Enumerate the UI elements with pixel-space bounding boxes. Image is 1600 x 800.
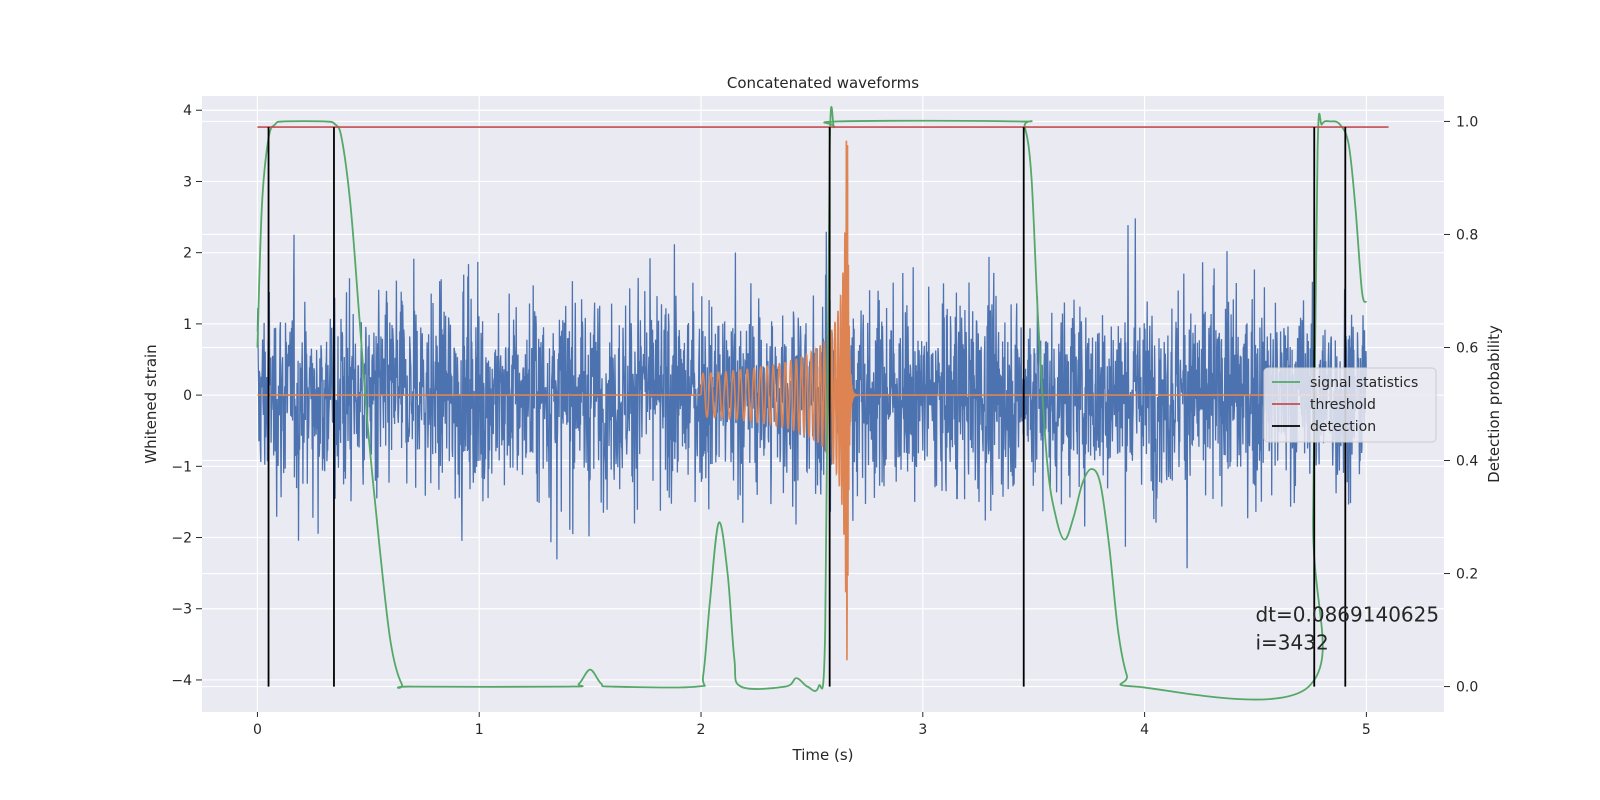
series-layer (256, 106, 1389, 701)
y-left-tick-label: −4 (171, 673, 192, 689)
ticks: 0 1 2 3 4 5 −4 −3 −2 −1 0 1 2 3 4 0.0 0.2 0.4 0.6 0.8 1.0 (171, 103, 1478, 738)
x-tick-label: 0 (253, 722, 262, 738)
x-axis-label: Time (s) (792, 746, 854, 764)
legend: signal statistics threshold detection (1263, 367, 1437, 443)
y-right-tick-label: 0.0 (1456, 680, 1478, 696)
x-tick-label: 3 (918, 722, 927, 738)
annotation-text: i=3432 (1255, 630, 1328, 654)
legend-label: signal statistics (1310, 375, 1418, 391)
y-left-tick-label: 0 (183, 388, 192, 404)
y-left-tick-label: 4 (183, 103, 192, 119)
y-right-tick-label: 0.6 (1456, 340, 1478, 356)
y-left-tick-label: −2 (171, 531, 192, 547)
y-left-tick-label: −1 (171, 459, 192, 475)
y-right-tick-label: 0.8 (1456, 227, 1478, 243)
legend-label: detection (1310, 419, 1376, 435)
signal-statistics-line (256, 106, 1368, 701)
x-tick-label: 2 (697, 722, 706, 738)
y-right-tick-label: 0.2 (1456, 567, 1478, 583)
y-right-tick-label: 0.4 (1456, 454, 1478, 470)
chart-title: Concatenated waveforms (727, 74, 919, 92)
chirp-trace (700, 140, 861, 661)
legend-box (1263, 367, 1437, 443)
annotations: dt=0.0869140625 i=3432 (1255, 603, 1439, 655)
x-tick-label: 4 (1140, 722, 1149, 738)
y-left-tick-label: 1 (183, 317, 192, 333)
annotation-text: dt=0.0869140625 (1255, 603, 1439, 627)
x-tick-label: 1 (475, 722, 484, 738)
x-tick-label: 5 (1362, 722, 1371, 738)
y-axis-label-left: Whitened strain (142, 344, 160, 463)
y-left-tick-label: 2 (183, 246, 192, 262)
y-left-tick-label: −3 (171, 602, 192, 618)
legend-label: threshold (1310, 397, 1376, 413)
y-left-tick-label: 3 (183, 174, 192, 190)
y-axis-label-right: Detection probability (1485, 325, 1503, 483)
y-right-tick-label: 1.0 (1456, 114, 1478, 130)
